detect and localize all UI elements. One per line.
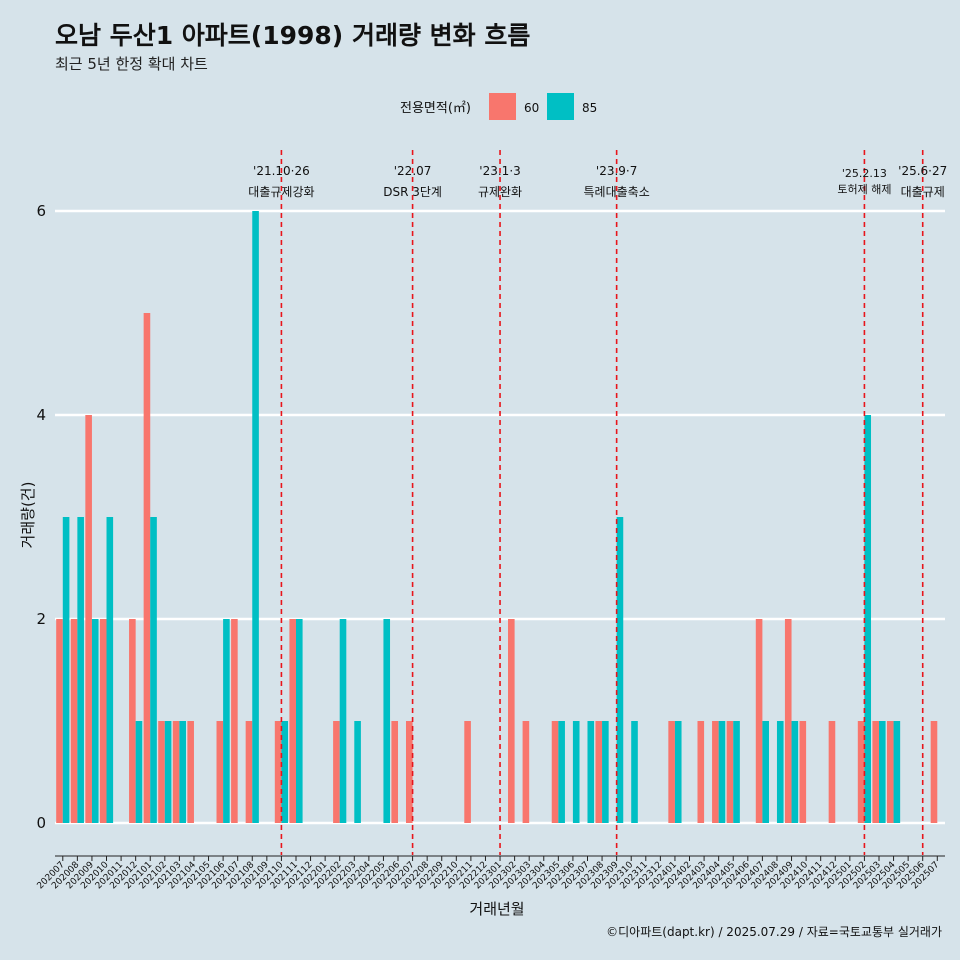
y-tick-label-6: 6 — [36, 202, 46, 220]
bar-85-202408 — [776, 721, 784, 823]
bar-60-202110 — [274, 721, 282, 823]
bar-85-202503 — [878, 721, 886, 823]
bar-85-202106 — [223, 619, 230, 823]
event-label-1: DSR 3단계 — [383, 185, 442, 199]
event-label-3: 특례대출축소 — [584, 185, 650, 199]
bar-85-202307 — [587, 721, 595, 823]
bar-60-202303 — [522, 721, 530, 823]
bar-60-202407 — [755, 619, 763, 823]
bar-85-202007 — [62, 517, 70, 823]
bar-60-202403 — [697, 721, 705, 823]
event-date-5: '25.6·27 — [898, 164, 947, 178]
event-date-2: '23.1·3 — [479, 164, 520, 178]
event-date-4: '25.2.13 — [842, 167, 887, 180]
bar-60-202507 — [930, 721, 938, 823]
bar-85-202009 — [91, 619, 99, 823]
bar-60-202012 — [129, 619, 136, 823]
chart-subtitle: 최근 5년 한정 확대 차트 — [55, 55, 208, 73]
bar-60-202503 — [872, 721, 879, 823]
caption: ©디아파트(dapt.kr) / 2025.07.29 / 자료=국토교통부 실… — [606, 925, 942, 939]
bar-60-202104 — [187, 721, 194, 823]
bar-85-202404 — [718, 721, 726, 823]
bar-60-202404 — [712, 721, 719, 823]
bar-60-202007 — [56, 619, 63, 823]
bar-85-202010 — [106, 517, 114, 823]
bar-85-202111 — [295, 619, 303, 823]
bar-85-202310 — [631, 721, 638, 823]
bar-60-202302 — [508, 619, 515, 823]
y-tick-label-4: 4 — [36, 406, 46, 424]
bar-85-202305 — [558, 721, 565, 823]
bar-60-202010 — [99, 619, 107, 823]
bar-60-202207 — [405, 721, 413, 823]
bar-60-202008 — [70, 619, 78, 823]
bar-85-202504 — [893, 721, 901, 823]
bars — [56, 211, 938, 823]
bar-85-202405 — [733, 721, 740, 823]
bar-85-202409 — [791, 721, 799, 823]
y-axis-ticks: 0 2 4 6 — [36, 202, 46, 832]
bar-60-202401 — [668, 721, 675, 823]
bar-85-202309 — [616, 517, 624, 823]
bar-60-202108 — [245, 721, 253, 823]
event-label-2: 규제완화 — [478, 185, 522, 199]
legend-title: 전용면적(㎡) — [400, 101, 471, 116]
event-date-0: '21.10·26 — [253, 164, 310, 178]
bar-85-202103 — [179, 721, 186, 823]
bar-85-202502 — [864, 415, 872, 823]
x-axis-label: 거래년월 — [469, 900, 524, 918]
event-label-5: 대출규제 — [901, 185, 945, 199]
bar-60-202202 — [333, 721, 340, 823]
bar-85-202401 — [674, 721, 682, 823]
bar-85-202012 — [135, 721, 143, 823]
legend: 전용면적(㎡) 60 85 — [400, 93, 597, 120]
bar-85-202205 — [383, 619, 391, 823]
bar-60-202409 — [784, 619, 792, 823]
legend-swatch-85 — [547, 93, 574, 120]
y-axis-label: 거래량(건) — [19, 482, 37, 549]
event-annotations: '21.10·26 대출규제강화 '22.07 DSR 3단계 '23.1·3 규제완화 '… — [248, 150, 947, 855]
bar-85-202008 — [77, 517, 84, 823]
bar-85-202407 — [762, 721, 769, 823]
bar-60-202308 — [595, 721, 603, 823]
bar-85-202202 — [339, 619, 347, 823]
bar-60-202206 — [391, 721, 399, 823]
bar-60-202405 — [726, 721, 734, 823]
bar-85-202203 — [354, 721, 361, 823]
chart-title: 오남 두산1 아파트(1998) 거래량 변화 흐름 — [55, 21, 530, 50]
legend-label-60: 60 — [524, 101, 539, 115]
bar-60-202106 — [216, 721, 224, 823]
event-label-4: 토허제 해제 — [837, 182, 891, 196]
bar-60-202502 — [857, 721, 865, 823]
bar-60-202107 — [231, 619, 238, 823]
bar-85-202306 — [572, 721, 580, 823]
bar-60-202102 — [158, 721, 165, 823]
bar-60-202211 — [464, 721, 471, 823]
bar-85-202308 — [602, 721, 609, 823]
bar-60-202305 — [551, 721, 559, 823]
bar-60-202111 — [289, 619, 296, 823]
event-date-3: '23.9·7 — [596, 164, 637, 178]
bar-60-202103 — [172, 721, 180, 823]
bar-60-202410 — [799, 721, 807, 823]
x-axis: 2020072020082020092020102020112020122021… — [36, 855, 945, 891]
bar-60-202009 — [85, 415, 92, 823]
legend-swatch-60 — [489, 93, 516, 120]
bar-60-202412 — [828, 721, 836, 823]
bar-85-202110 — [281, 721, 289, 823]
bar-85-202108 — [252, 211, 259, 823]
bar-60-202101 — [143, 313, 151, 823]
legend-label-85: 85 — [582, 101, 597, 115]
event-date-1: '22.07 — [394, 164, 432, 178]
bar-85-202101 — [150, 517, 157, 823]
y-tick-label-2: 2 — [36, 610, 46, 628]
event-label-0: 대출규제강화 — [248, 185, 314, 199]
bar-60-202504 — [886, 721, 894, 823]
bar-85-202102 — [164, 721, 172, 823]
y-tick-label-0: 0 — [36, 814, 46, 832]
